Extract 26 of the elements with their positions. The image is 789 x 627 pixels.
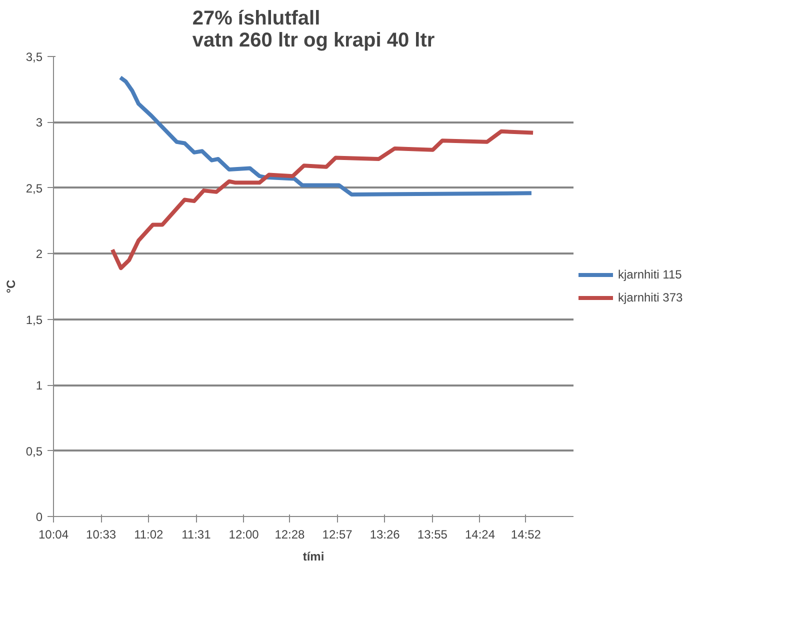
y-tick-label: 2,5 (26, 181, 43, 196)
x-tick-label: 11:02 (134, 528, 164, 542)
x-tick-label: 10:04 (38, 528, 69, 542)
chart-title: 27% íshlutfall vatn 260 ltr og krapi 40 ltr (192, 8, 435, 52)
y-tick-label: 3 (36, 116, 43, 130)
y-tick-label: 0,5 (26, 444, 43, 458)
legend-label: kjarnhiti 373 (618, 290, 683, 304)
x-tick-label: 14:24 (464, 528, 496, 542)
x-tick-label: 13:26 (370, 528, 400, 542)
x-axis-title: tími (302, 550, 324, 564)
line-series (118, 76, 534, 196)
y-axis-title: °C (4, 279, 18, 294)
y-tick-label: 0 (36, 510, 43, 524)
x-tick-label: 11:31 (182, 528, 212, 542)
x-tick-label: 12:57 (322, 528, 353, 542)
line-series (110, 129, 536, 270)
x-tick-label: 10:33 (86, 528, 116, 542)
y-tick-label: 3,5 (26, 50, 43, 64)
x-tick-label: 12:28 (274, 528, 306, 542)
y-tick-label: 2 (36, 247, 43, 262)
x-tick-label: 12:00 (228, 528, 260, 542)
legend-label: kjarnhiti 115 (618, 268, 682, 282)
x-tick-label: 13:55 (417, 528, 448, 542)
y-tick-label: 1 (36, 378, 43, 393)
x-tick-label: 14:52 (510, 528, 542, 542)
y-tick-label: 1,5 (26, 312, 43, 327)
